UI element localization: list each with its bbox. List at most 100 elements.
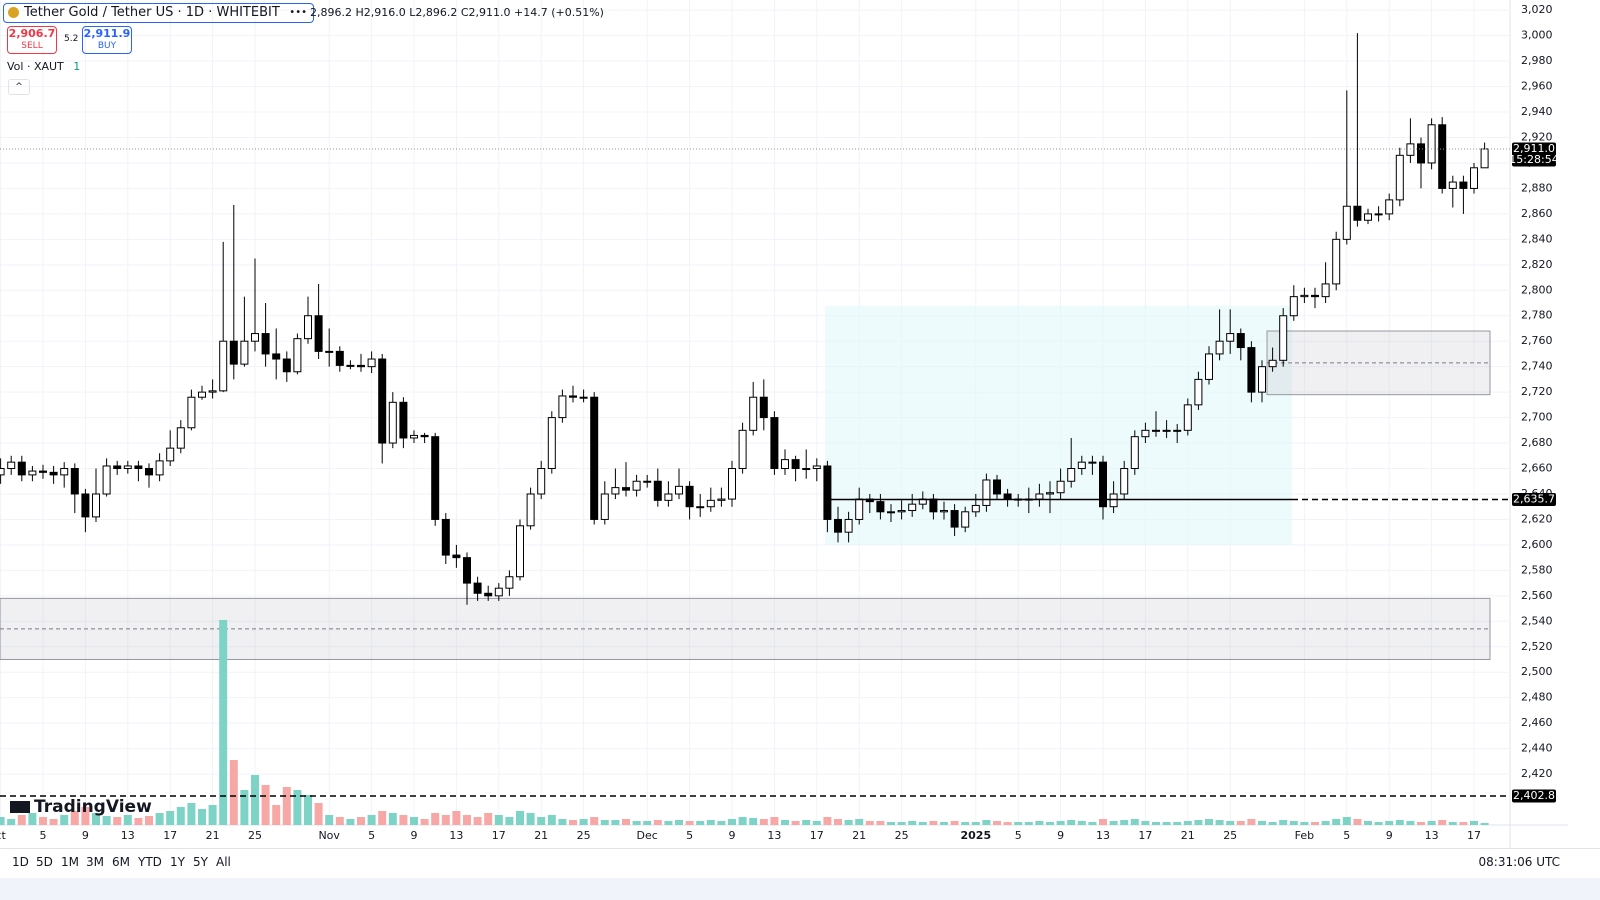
candle-body <box>314 315 323 352</box>
candle-body <box>611 487 620 495</box>
collapse-button[interactable]: ^ <box>8 79 30 95</box>
candle-body <box>855 498 864 520</box>
volume-bar <box>1459 822 1468 825</box>
volume-bar <box>357 817 365 825</box>
y-tick-label: 2,460 <box>1521 716 1553 729</box>
candle-body <box>781 459 789 470</box>
toolbar-divider <box>0 848 1600 849</box>
timeframe-button[interactable]: 1Y <box>170 855 185 869</box>
timeframe-button[interactable]: 1M <box>61 855 79 869</box>
price-label-bg <box>1512 142 1556 167</box>
volume-bar <box>971 822 980 825</box>
volume-bar <box>1236 821 1245 825</box>
candle-body <box>60 468 69 476</box>
candle-body <box>526 493 535 527</box>
volume-bar <box>102 816 111 825</box>
volume-bar <box>1120 820 1129 825</box>
x-tick-label: 9 <box>82 829 89 842</box>
y-tick-label: 2,600 <box>1521 538 1553 551</box>
logo-mark <box>10 801 30 813</box>
volume-bar <box>781 820 789 825</box>
candle-body <box>516 525 524 578</box>
volume-bar <box>293 790 302 825</box>
volume-bar <box>1289 821 1298 825</box>
candle-body <box>728 468 736 500</box>
price-label: 2,402.8 <box>1513 789 1555 802</box>
volume-bar <box>70 811 79 825</box>
candle-body <box>1109 493 1118 508</box>
candle-body <box>1003 493 1012 500</box>
volume-bar <box>993 821 1001 825</box>
candle-body <box>367 358 376 368</box>
timeframe-button[interactable]: All <box>216 855 231 869</box>
candle-body <box>282 358 291 373</box>
candle-body <box>251 333 259 342</box>
x-tick-label: 21 <box>852 829 866 842</box>
y-tick-label: 2,500 <box>1521 665 1553 678</box>
candle-body <box>929 498 938 513</box>
y-tick-label: 2,560 <box>1521 589 1553 602</box>
timeframe-button[interactable]: YTD <box>138 855 162 869</box>
volume-bar <box>738 817 747 825</box>
candle-body <box>1183 404 1192 431</box>
volume-bar <box>1173 822 1182 825</box>
volume-bar <box>950 821 959 825</box>
candle-body <box>28 470 37 476</box>
candle-body <box>1395 154 1404 201</box>
menu-icon[interactable]: ••• <box>289 7 307 18</box>
candle-body <box>1056 480 1065 494</box>
x-tick-label: 5 <box>1343 829 1350 842</box>
candle-body <box>1099 461 1107 508</box>
x-tick-label: 5 <box>368 829 375 842</box>
candle-body <box>463 557 471 584</box>
volume-bar <box>17 815 26 825</box>
ohlc: 2,896.2 H2,916.0 L2,896.2 C2,911.0 +14.7… <box>310 6 604 19</box>
volume-bar <box>113 817 122 825</box>
volume-bar <box>49 819 58 825</box>
candle-body <box>155 460 164 476</box>
timeframe-button[interactable]: 5Y <box>193 855 208 869</box>
x-tick-label: 9 <box>1386 829 1393 842</box>
candle-body <box>675 485 683 495</box>
volume-bar <box>569 820 577 825</box>
candle-body <box>229 340 238 365</box>
volume-bar <box>823 817 832 825</box>
buy-button[interactable]: 2,911.9 BUY <box>82 26 132 54</box>
volume-bar <box>1077 821 1086 825</box>
candle-body <box>325 350 334 353</box>
volume-bar <box>335 817 344 825</box>
sell-button[interactable]: 2,906.7 SELL <box>7 26 57 54</box>
volume-bar <box>261 785 270 825</box>
sell-price: 2,906.7 <box>8 27 56 40</box>
x-tick-label: Dec <box>637 829 658 842</box>
timeframe-button[interactable]: 6M <box>112 855 130 869</box>
symbol-header[interactable]: Tether Gold / Tether US · 1D · WHITEBIT … <box>3 3 314 23</box>
volume-bar <box>176 807 185 825</box>
candle-body <box>1067 468 1076 482</box>
x-tick-label: 21 <box>534 829 548 842</box>
volume-bar <box>1141 821 1150 825</box>
timeframe-button[interactable]: 5D <box>36 855 53 869</box>
x-tick-label: 25 <box>577 829 591 842</box>
volume-bar <box>1003 822 1012 825</box>
candle-body <box>569 395 577 398</box>
volume-bar <box>229 760 238 825</box>
volume-bar <box>1427 821 1436 825</box>
volume-bar <box>1099 819 1107 825</box>
timeframe-button[interactable]: 3M <box>86 855 104 869</box>
x-tick-label: 17 <box>1138 829 1152 842</box>
candle-body <box>1205 353 1213 380</box>
y-tick-label: 2,580 <box>1521 563 1553 576</box>
candle-body <box>802 468 811 471</box>
volume-bar <box>526 813 535 825</box>
volume-bar <box>1215 820 1224 825</box>
logo-text: TradingView <box>34 797 152 817</box>
x-tick-label: 13 <box>1425 829 1439 842</box>
candle-body <box>982 479 991 506</box>
volume-bar <box>1088 822 1097 825</box>
y-tick-label: 2,520 <box>1521 640 1553 653</box>
candle-body <box>1279 315 1288 361</box>
x-tick-label: 17 <box>163 829 177 842</box>
volume-bar <box>304 795 312 825</box>
timeframe-button[interactable]: 1D <box>12 855 29 869</box>
